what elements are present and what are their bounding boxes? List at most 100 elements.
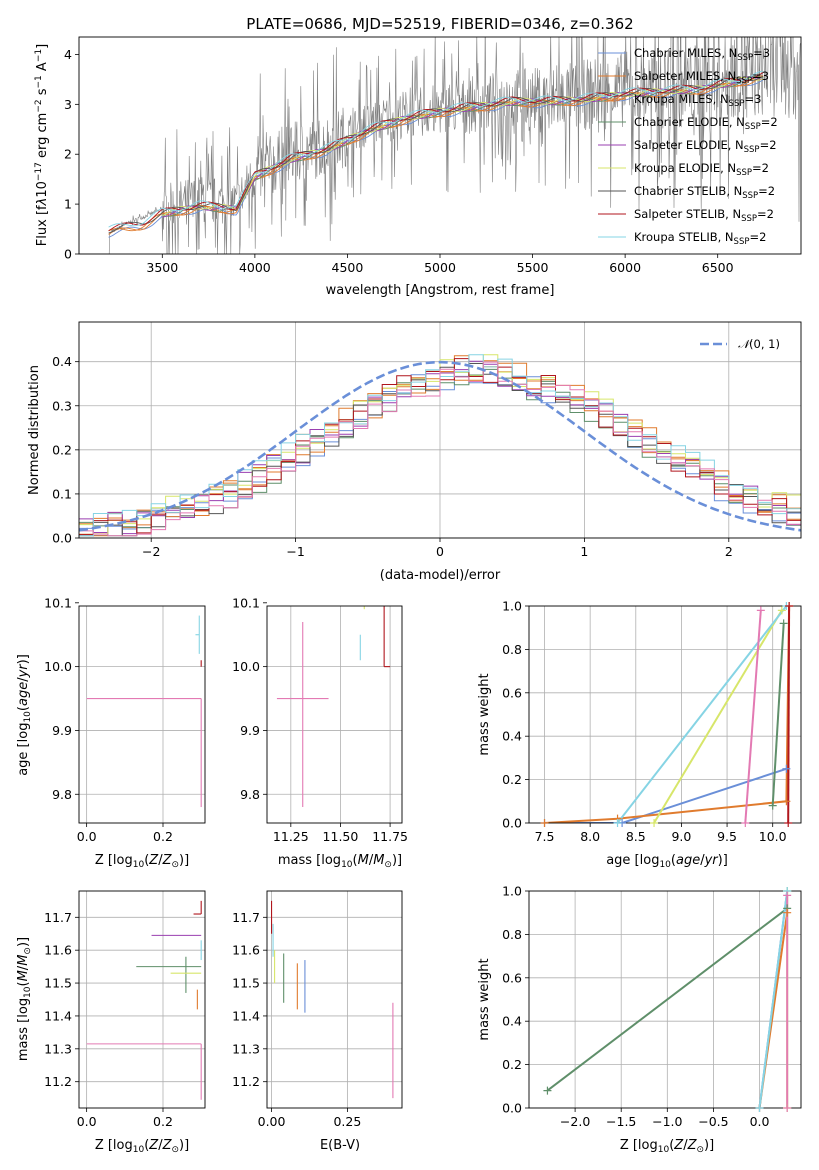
y-tick-label: 11.2: [232, 1074, 260, 1089]
y-tick-label: 0.3: [52, 398, 72, 413]
legend-label: Chabrier STELIB, NSSP=2: [634, 184, 775, 201]
x-tick-label: 4500: [332, 260, 364, 275]
y-tick-label: 1.0: [502, 884, 522, 899]
y-tick-label: 0.8: [502, 927, 522, 942]
x-tick-label: 9.5: [717, 829, 737, 844]
y-tick-label: 11.6: [44, 943, 72, 958]
weight-line: [771, 623, 785, 806]
legend: 𝒩(0, 1): [700, 337, 780, 351]
x-tick-label: 2: [725, 544, 733, 559]
legend-label: Salpeter MILES, NSSP=3: [634, 69, 769, 86]
panel-residuals: −2 −1 0 1 2 0.0 0.1 0.2 0.3 0.4: [52, 321, 802, 559]
y-tick-label: 0.2: [52, 442, 72, 457]
weight-point: [779, 619, 788, 628]
weight-line: [544, 767, 787, 823]
y-tick-label: 0.8: [502, 642, 522, 657]
x-axis-label: wavelength [Angstrom, rest frame]: [326, 283, 555, 298]
panel-z-massweight: −2.0 −1.5 −1.0 −0.5 0.0 0.0 0.2 0.4 0.6 0.8 1.0: [502, 884, 802, 1129]
legend-label: Chabrier ELODIE, NSSP=2: [634, 115, 778, 132]
x-axis-label: Z [log10(Z/Z⊙)]: [95, 1138, 189, 1155]
y-tick-label: 11.2: [44, 1074, 72, 1089]
x-tick-label: 0.0: [77, 1114, 97, 1129]
weight-point: [782, 764, 791, 773]
x-tick-label: 11.50: [323, 829, 359, 844]
panel-z-age: 0.0 0.2 9.8 9.9 10.0 10.1: [44, 595, 206, 844]
legend-label: Salpeter ELODIE, NSSP=2: [634, 138, 777, 155]
weight-point: [650, 819, 659, 827]
y-tick-label: 2: [64, 147, 72, 162]
x-axis-label: mass [log10(M/M⊙)]: [278, 853, 402, 870]
x-tick-label: 4000: [239, 260, 271, 275]
weight-point: [756, 606, 765, 615]
x-axis-label: age [log10(age/yr)]: [606, 853, 728, 870]
axes-frame: [78, 36, 802, 255]
x-axis-label: Z [log10(Z/Z⊙)]: [95, 853, 189, 870]
histogram-step: [79, 361, 801, 537]
x-tick-label: 5000: [424, 260, 456, 275]
y-tick-label: 0.6: [502, 970, 522, 985]
axes-frame: [78, 321, 802, 539]
y-tick-label: 9.8: [240, 787, 260, 802]
y-tick-label: 11.7: [232, 910, 260, 925]
model-line-chabrier-stelib: [108, 75, 764, 234]
plot-area: [529, 891, 801, 1108]
axes-frame: [266, 890, 403, 1109]
weight-point: [543, 1086, 552, 1095]
x-axis-label: Z [log10(Z/Z⊙)]: [620, 1138, 714, 1155]
weight-line: [744, 610, 762, 823]
y-axis-label: Flux [fλ10−17 erg cm−2 s−1 A−1]: [34, 44, 50, 246]
x-tick-label: 6500: [702, 260, 734, 275]
plot-area: [79, 891, 205, 1108]
y-tick-label: 0.6: [502, 685, 522, 700]
model-line-salpeter-stelib: [108, 72, 764, 232]
axes-frame: [78, 605, 206, 824]
weight-point: [783, 891, 792, 900]
model-line-kroupa-miles: [108, 75, 764, 232]
y-tick-label: 0.0: [502, 1101, 522, 1116]
y-axis-label: mass weight: [477, 958, 492, 1040]
x-tick-label: 8.0: [580, 829, 600, 844]
panel-spectrum: 3500 4000 4500 5000 5500 6000 6500 0 1 2 3 4: [64, 36, 802, 275]
y-tick-label: 1: [64, 197, 72, 212]
weight-point: [755, 1104, 764, 1112]
x-tick-label: −1: [286, 544, 304, 559]
weight-point: [785, 602, 794, 610]
x-tick-label: −1.0: [652, 1114, 682, 1129]
legend-label: 𝒩(0, 1): [738, 337, 780, 351]
x-tick-label: 3500: [146, 260, 178, 275]
y-tick-label: 0.2: [502, 772, 522, 787]
weight-point: [768, 801, 777, 810]
weight-line: [616, 606, 788, 823]
y-tick-label: 9.8: [52, 787, 72, 802]
y-tick-label: 10.0: [232, 659, 260, 674]
y-axis-label: mass weight: [477, 673, 492, 755]
panel-ebv-mass: 0.00 0.25 11.2 11.3 11.4 11.5 11.6 11.7: [232, 890, 403, 1129]
chart-title: PLATE=0686, MJD=52519, FIBERID=0346, z=0…: [246, 15, 633, 33]
plot-area: [79, 322, 801, 538]
x-tick-label: 0.2: [153, 1114, 173, 1129]
y-tick-label: 0.4: [502, 729, 522, 744]
y-axis-label: age [log10(age/yr)]: [16, 654, 33, 776]
y-tick-label: 11.7: [44, 910, 72, 925]
y-tick-label: 10.0: [44, 659, 72, 674]
axes-frame: [528, 890, 802, 1109]
normal-curve: [79, 360, 801, 532]
weight-point: [783, 908, 792, 917]
x-tick-label: −0.5: [698, 1114, 728, 1129]
x-tick-label: 0.2: [153, 829, 173, 844]
model-line-chabrier-elodie: [162, 75, 764, 217]
y-tick-label: 11.4: [232, 1008, 260, 1023]
weight-point: [741, 819, 750, 827]
y-tick-label: 1.0: [502, 599, 522, 614]
plot-area: [529, 606, 801, 823]
axes-frame: [78, 890, 206, 1109]
weight-line: [546, 907, 788, 1092]
x-tick-label: −2: [142, 544, 160, 559]
y-tick-label: 0.2: [502, 1057, 522, 1072]
x-tick-label: 6000: [609, 260, 641, 275]
x-tick-label: 0.00: [258, 1114, 286, 1129]
plot-area: [267, 891, 402, 1108]
axes-frame: [266, 605, 403, 824]
x-tick-label: 7.5: [535, 829, 555, 844]
model-line-kroupa-stelib: [108, 70, 764, 228]
